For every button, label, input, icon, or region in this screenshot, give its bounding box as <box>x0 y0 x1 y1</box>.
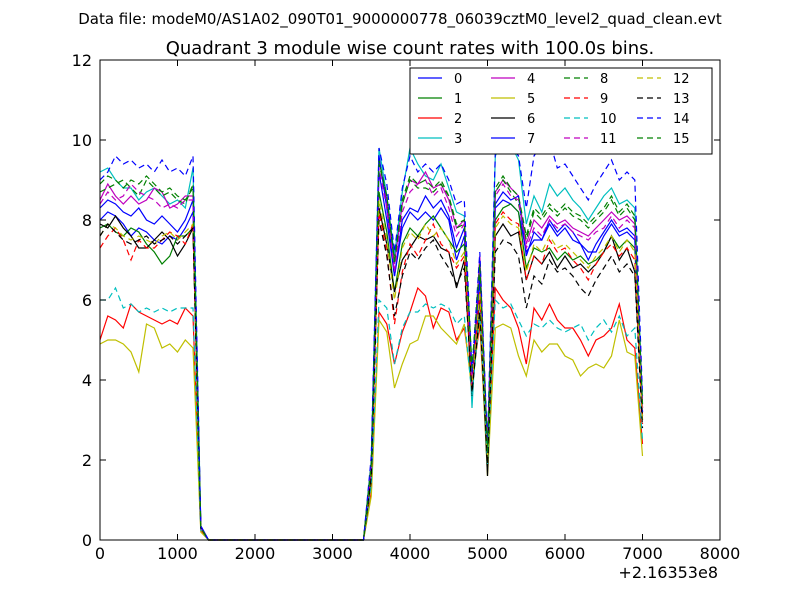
x-offset-label: +2.16353e8 <box>618 563 718 582</box>
series-line-10 <box>100 286 644 541</box>
series-line-15 <box>99 163 644 541</box>
x-tick-label: 4000 <box>390 544 431 563</box>
series-line-2 <box>99 286 644 541</box>
series-line-13 <box>99 219 644 541</box>
y-tick-label: 12 <box>72 51 92 70</box>
legend-label-8: 8 <box>600 72 608 87</box>
x-tick-label: 8000 <box>700 544 741 563</box>
legend-label-9: 9 <box>600 92 608 107</box>
legend-label-6: 6 <box>527 112 535 127</box>
x-tick-label: 3000 <box>312 544 353 563</box>
chart-title: Quadrant 3 module wise count rates with … <box>166 38 655 59</box>
y-tick-label: 6 <box>82 291 92 310</box>
legend-label-2: 2 <box>454 112 462 127</box>
series-line-8 <box>99 159 644 541</box>
y-tick-label: 8 <box>82 211 92 230</box>
series-line-11 <box>99 167 644 541</box>
legend-label-3: 3 <box>454 132 462 147</box>
x-tick-label: 0 <box>95 544 105 563</box>
y-tick-label: 0 <box>82 531 92 550</box>
y-tick-label: 4 <box>82 371 92 390</box>
y-tick-label: 10 <box>72 131 92 150</box>
legend-label-12: 12 <box>673 72 690 87</box>
y-tick-label: 2 <box>82 451 92 470</box>
x-tick-label: 2000 <box>235 544 276 563</box>
series-layer <box>99 130 644 541</box>
legend-label-5: 5 <box>527 92 535 107</box>
legend-label-11: 11 <box>600 132 617 147</box>
legend-label-7: 7 <box>527 132 535 147</box>
legend-label-15: 15 <box>673 132 690 147</box>
legend-label-10: 10 <box>600 112 617 127</box>
legend-label-4: 4 <box>527 72 535 87</box>
legend-label-13: 13 <box>673 92 690 107</box>
x-tick-label: 7000 <box>622 544 663 563</box>
legend-label-14: 14 <box>673 112 690 127</box>
chart-suptitle: Data file: modeM0/AS1A02_090T01_90000007… <box>78 10 722 29</box>
legend-label-0: 0 <box>454 72 462 87</box>
x-tick-label: 5000 <box>467 544 508 563</box>
x-tick-label: 6000 <box>545 544 586 563</box>
legend-box <box>409 67 713 155</box>
ticks-layer: 0 1000 2000 3000 4000 5000 6000 7000 80000246810… <box>72 51 741 563</box>
legend-label-1: 1 <box>454 92 462 107</box>
series-line-5 <box>99 315 644 541</box>
x-tick-label: 1000 <box>157 544 198 563</box>
